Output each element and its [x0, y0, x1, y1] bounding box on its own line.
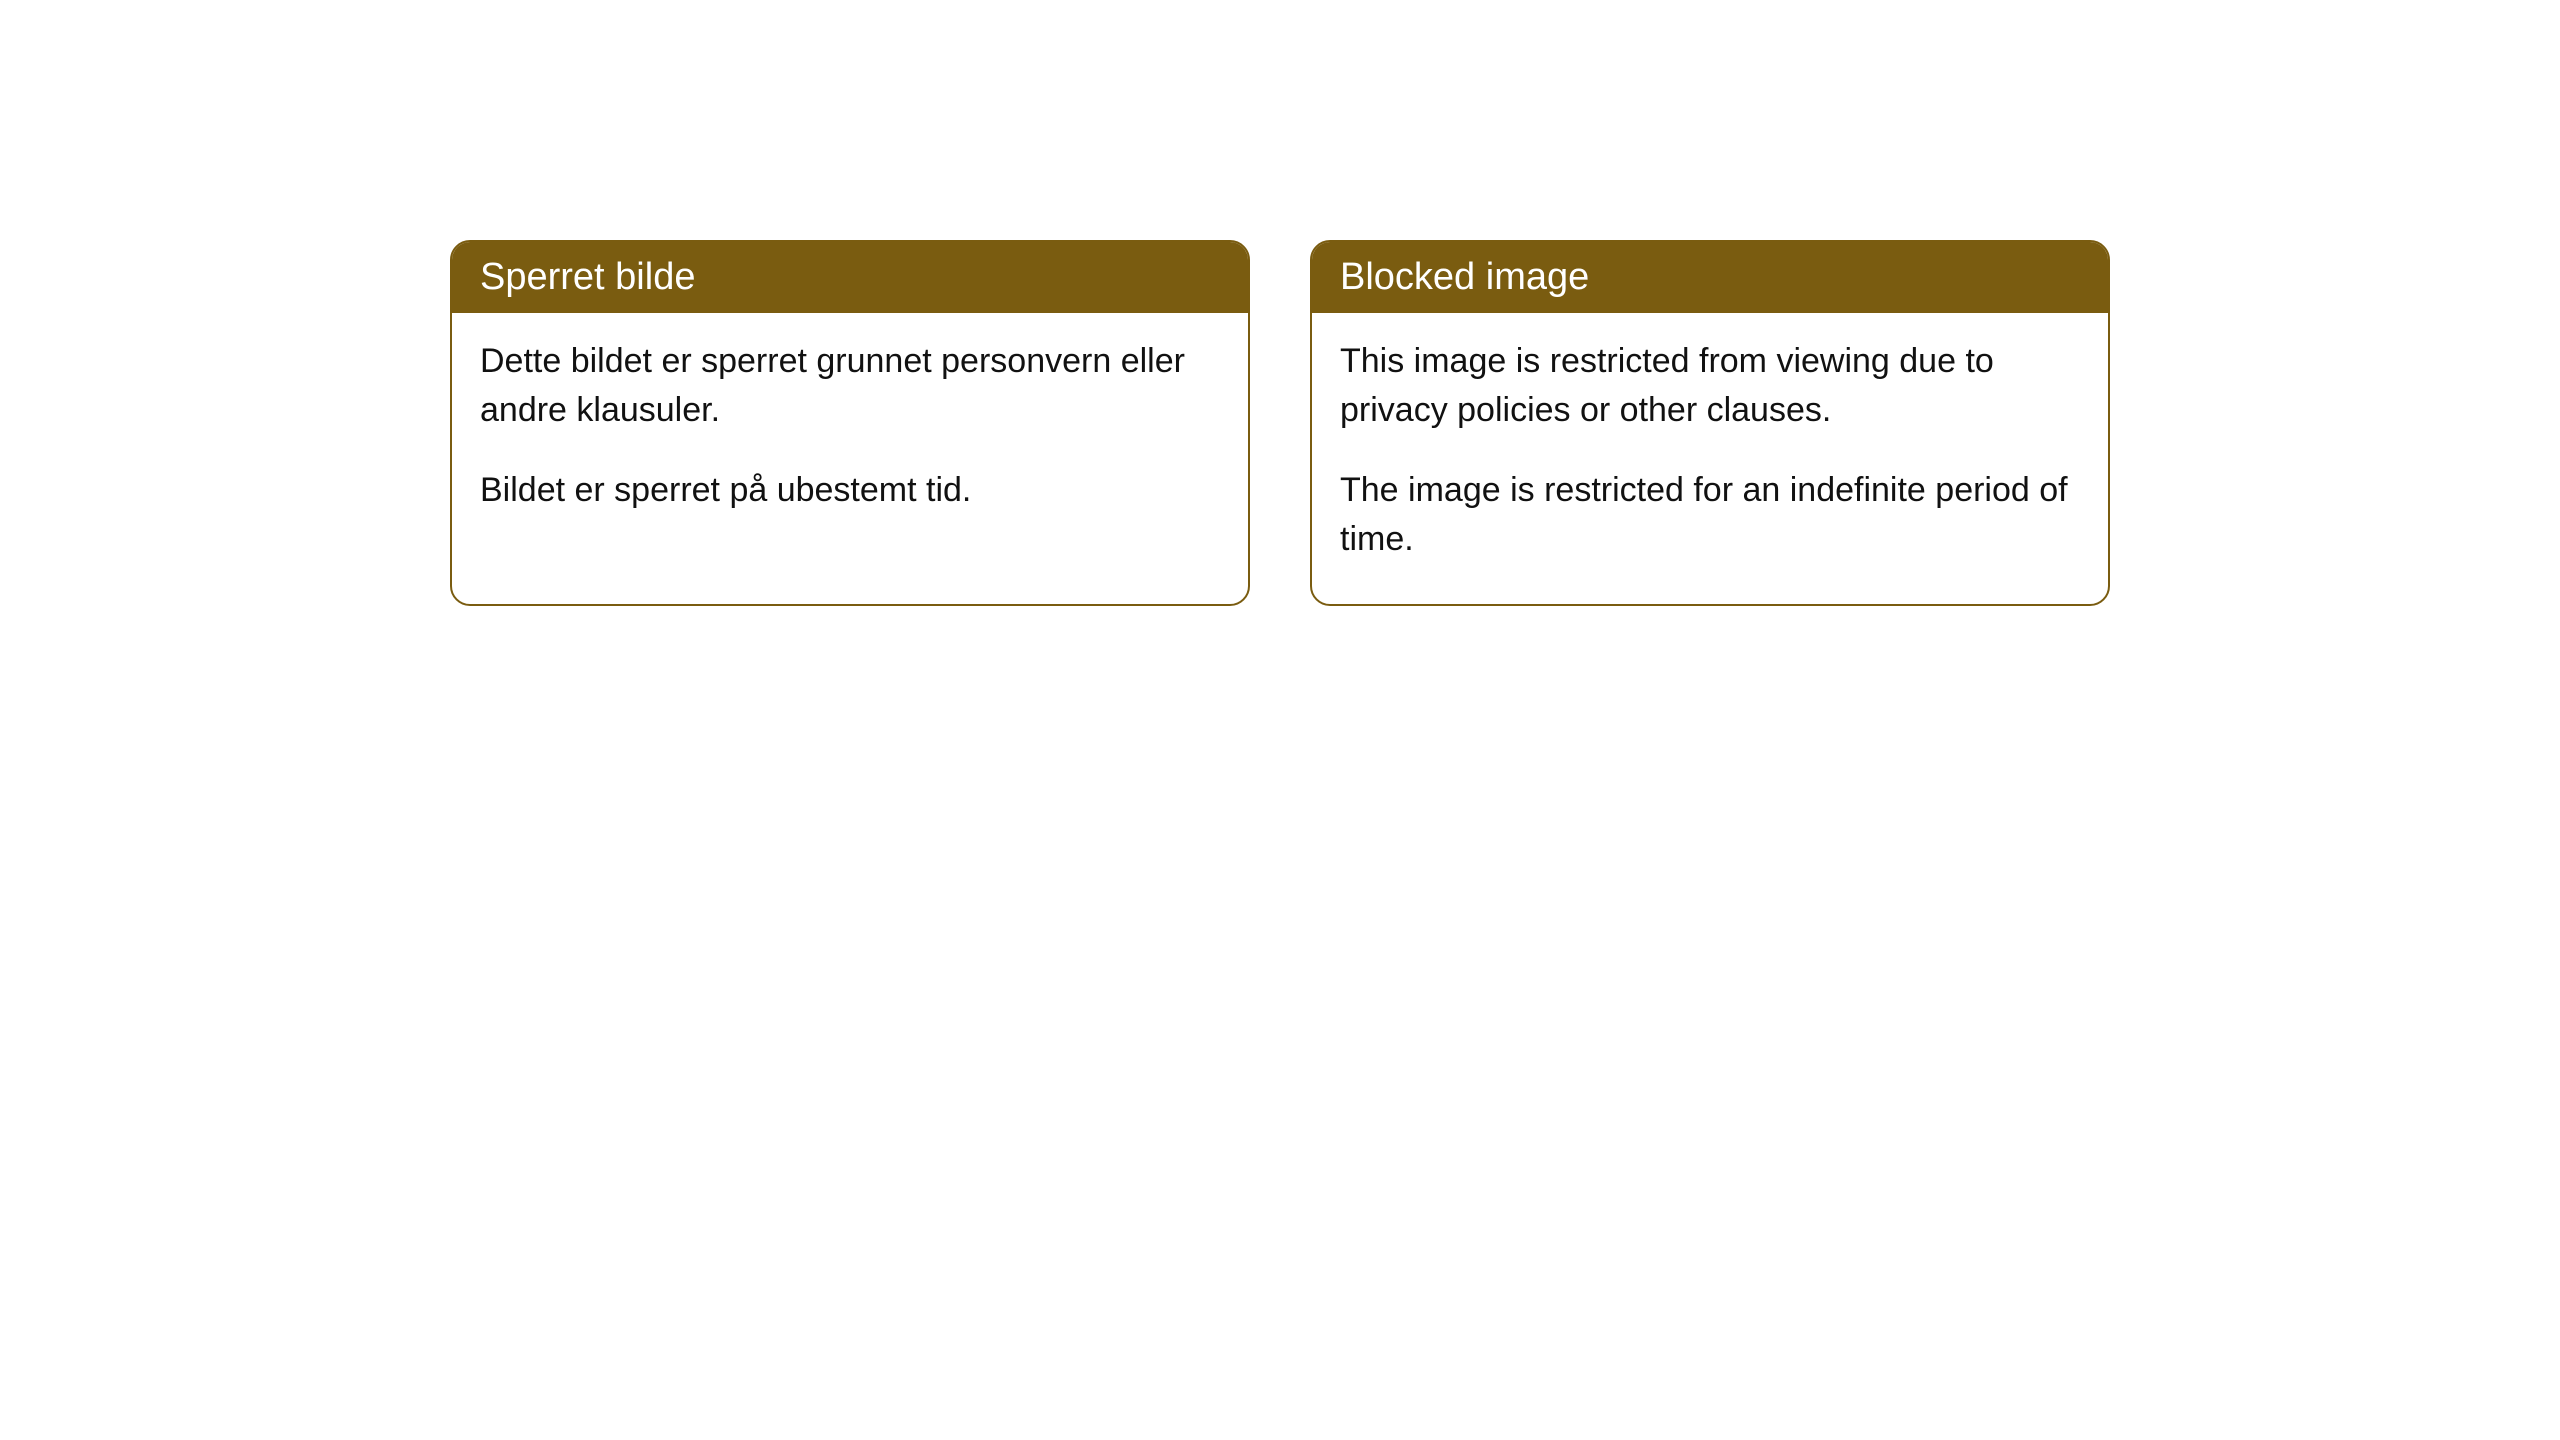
- cards-container: Sperret bilde Dette bildet er sperret gr…: [450, 240, 2110, 606]
- card-paragraph: Bildet er sperret på ubestemt tid.: [480, 466, 1220, 515]
- card-english: Blocked image This image is restricted f…: [1310, 240, 2110, 606]
- card-title: Sperret bilde: [480, 256, 695, 298]
- card-header-english: Blocked image: [1312, 242, 2108, 313]
- card-body-norwegian: Dette bildet er sperret grunnet personve…: [452, 313, 1248, 555]
- card-header-norwegian: Sperret bilde: [452, 242, 1248, 313]
- card-title: Blocked image: [1340, 256, 1589, 298]
- card-norwegian: Sperret bilde Dette bildet er sperret gr…: [450, 240, 1250, 606]
- card-paragraph: This image is restricted from viewing du…: [1340, 337, 2080, 436]
- card-paragraph: The image is restricted for an indefinit…: [1340, 466, 2080, 565]
- card-paragraph: Dette bildet er sperret grunnet personve…: [480, 337, 1220, 436]
- card-body-english: This image is restricted from viewing du…: [1312, 313, 2108, 604]
